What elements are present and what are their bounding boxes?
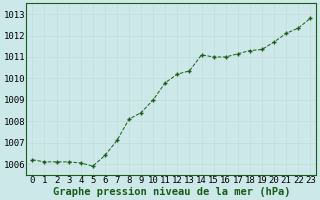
X-axis label: Graphe pression niveau de la mer (hPa): Graphe pression niveau de la mer (hPa) bbox=[52, 186, 290, 197]
